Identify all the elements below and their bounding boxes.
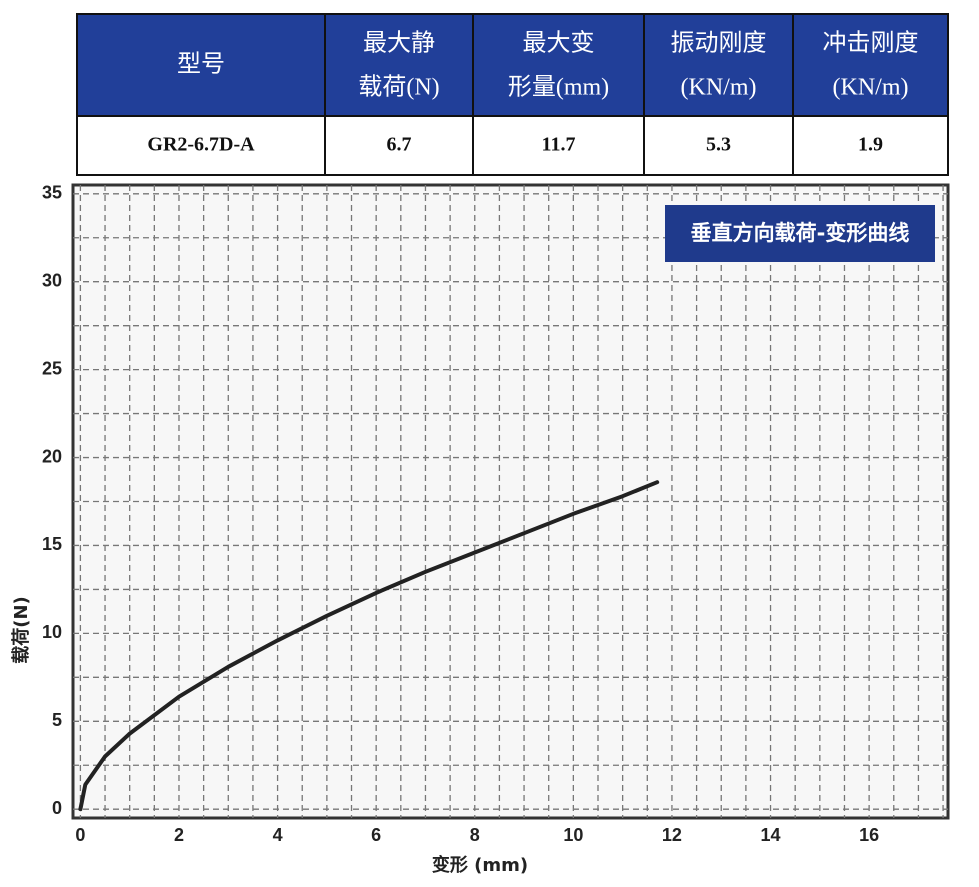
header-cell: 形量(mm) [508, 74, 609, 101]
x-tick-label: 8 [470, 825, 480, 845]
y-tick-label: 20 [42, 446, 62, 466]
header-cell: 载荷(N) [358, 74, 439, 101]
table-header-bg [77, 14, 948, 116]
header-cell: 振动刚度 [671, 30, 767, 57]
y-axis-label: 载荷(N) [10, 596, 32, 664]
y-tick-label: 5 [52, 710, 62, 730]
x-tick-label: 2 [174, 825, 184, 845]
table-cell: 5.3 [706, 134, 731, 156]
y-tick-label: 15 [42, 534, 62, 554]
header-cell: 最大静 [363, 30, 435, 57]
x-tick-label: 12 [662, 825, 682, 845]
title-box [665, 205, 935, 262]
table-cell: GR2-6.7D-A [147, 134, 255, 156]
y-tick-label: 25 [42, 358, 62, 378]
x-tick-label: 16 [859, 825, 879, 845]
table-cell: 6.7 [387, 134, 412, 156]
table-cell: 1.9 [858, 134, 883, 156]
y-tick-label: 10 [42, 622, 62, 642]
plot [73, 185, 948, 818]
x-tick-label: 0 [75, 825, 85, 845]
header-cell: 冲击刚度 [823, 30, 919, 57]
y-tick-label: 35 [42, 183, 62, 203]
load-deflection-curve [78, 480, 660, 812]
x-tick-label: 14 [761, 825, 781, 845]
header-cell: (KN/m) [681, 75, 757, 101]
x-axis-label: 变形 (mm) [432, 854, 528, 876]
x-tick-label: 10 [563, 825, 583, 845]
chart-title: 垂直方向载荷-变形曲线 [691, 221, 910, 245]
y-tick-label: 30 [42, 270, 62, 290]
table-cell: 11.7 [542, 134, 576, 156]
y-tick-label: 0 [52, 798, 62, 818]
header-cell: 型号 [177, 51, 225, 78]
x-tick-label: 4 [273, 825, 283, 845]
x-tick-label: 6 [371, 825, 381, 845]
table-border [76, 13, 949, 176]
header-cell: 最大变 [523, 30, 595, 57]
header-cell: (KN/m) [833, 75, 909, 101]
